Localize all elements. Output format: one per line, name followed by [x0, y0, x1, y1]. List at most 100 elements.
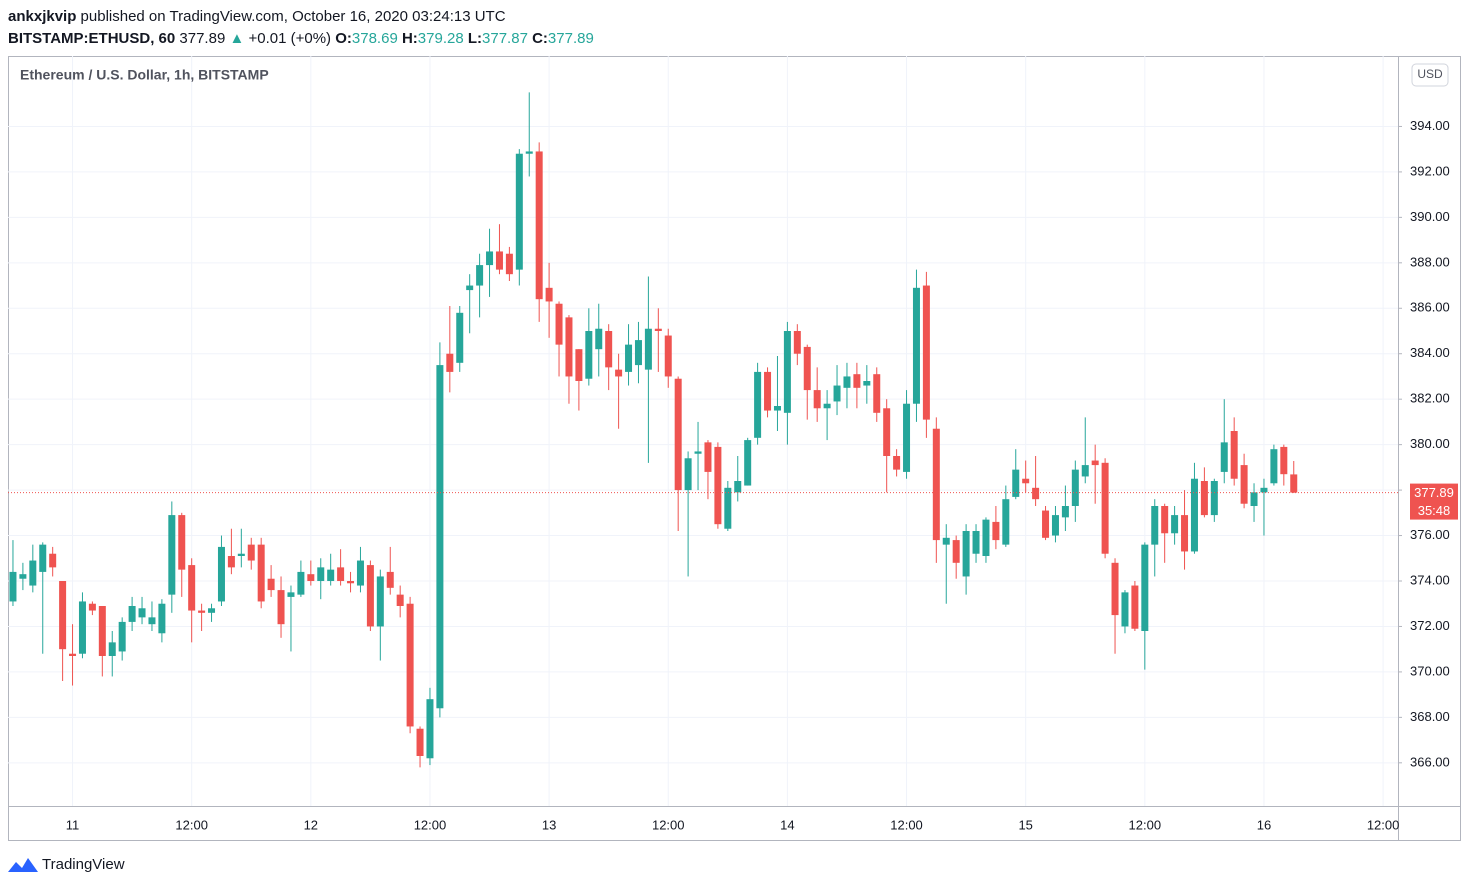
candle-body	[545, 287, 553, 302]
candle-body	[634, 340, 642, 366]
candle-body	[873, 374, 881, 413]
candle-body	[1022, 478, 1030, 484]
candle-body	[39, 544, 47, 572]
candle-body	[1111, 562, 1119, 616]
candle-body	[247, 544, 255, 561]
candle-body	[436, 365, 444, 709]
candle-body	[1101, 462, 1109, 554]
y-tick-label: 374.00	[1410, 572, 1450, 587]
candle-body	[764, 371, 772, 411]
candle-body	[595, 328, 603, 350]
c-label: C:	[532, 30, 548, 47]
candle-body	[942, 537, 950, 545]
candle-body	[1081, 465, 1089, 477]
currency-button[interactable]	[1411, 63, 1449, 87]
frame	[8, 56, 1461, 841]
candle-body	[386, 571, 394, 588]
publish-line: ankxjkvip published on TradingView.com, …	[8, 6, 594, 28]
candle-body	[1071, 469, 1079, 506]
candles	[8, 92, 1398, 768]
candle-body	[69, 653, 77, 656]
candle-body	[138, 608, 146, 618]
candle-body	[406, 603, 414, 727]
candle-body	[1280, 446, 1288, 475]
candle-body	[59, 581, 67, 650]
candle-body	[1061, 506, 1069, 518]
candle-body	[664, 335, 672, 377]
y-tick-label: 394.00	[1410, 118, 1450, 133]
candle-body	[724, 487, 732, 529]
candle-body	[912, 287, 920, 404]
chart-title: Ethereum / U.S. Dollar, 1h, BITSTAMP	[20, 67, 269, 83]
candle-body	[327, 569, 335, 581]
currency[interactable]: USD	[1417, 67, 1443, 81]
x-tick-label: 14	[780, 817, 794, 832]
candle-body	[992, 521, 1000, 541]
header: ankxjkvip published on TradingView.com, …	[8, 6, 594, 50]
candle-body	[128, 606, 136, 622]
y-tick-label: 370.00	[1410, 663, 1450, 678]
candle-body	[773, 406, 781, 411]
countdown: 35:48	[1418, 503, 1451, 518]
candle-body	[476, 265, 484, 286]
candle-body	[654, 328, 662, 331]
candle-body	[49, 553, 57, 568]
candle-body	[466, 285, 474, 291]
candle-body	[585, 331, 593, 379]
x-tick-label: 12:00	[414, 817, 447, 832]
candle-body	[843, 376, 851, 388]
candle-body	[366, 565, 374, 627]
y-tick-label: 382.00	[1410, 391, 1450, 406]
candle-body	[754, 371, 762, 438]
candle-body	[1161, 506, 1169, 534]
candle-body	[853, 374, 861, 388]
candle-body	[605, 331, 613, 368]
candle-body	[565, 317, 573, 377]
candle-body	[416, 728, 424, 756]
x-tick-label: 12	[304, 817, 318, 832]
candle-body	[515, 153, 523, 270]
y-tick-label: 388.00	[1410, 254, 1450, 269]
candle-body	[922, 285, 930, 420]
candle-body	[982, 519, 990, 556]
candle-body	[29, 560, 37, 586]
h-label: H:	[401, 30, 418, 47]
candle-body	[1181, 515, 1189, 552]
x-tick-label: 12:00	[1367, 817, 1400, 832]
logo: TradingView	[8, 856, 125, 873]
author: ankxjkvip	[8, 8, 77, 25]
candle-body	[217, 546, 225, 602]
y-tick-label: 390.00	[1410, 209, 1450, 224]
candle-body	[615, 369, 623, 377]
candle-body	[1042, 510, 1050, 538]
candle-body	[962, 531, 970, 577]
candle-body	[883, 408, 891, 456]
candle-body	[1270, 449, 1278, 484]
candle-body	[456, 312, 464, 363]
x-tick-label: 12:00	[652, 817, 685, 832]
candle-body	[1032, 487, 1040, 500]
candle-body	[337, 567, 345, 581]
candle-body	[267, 578, 275, 591]
candle-body	[208, 608, 216, 613]
x-tick-label: 16	[1257, 817, 1271, 832]
change: +0.01 (+0%)	[248, 30, 332, 47]
candle-body	[1141, 544, 1149, 631]
candle-body	[168, 515, 176, 595]
candle-body	[257, 544, 265, 602]
candle-body	[1051, 515, 1059, 536]
candle-body	[952, 540, 960, 563]
candle-body	[317, 567, 325, 581]
candle-body	[347, 581, 355, 584]
candle-body	[78, 601, 86, 654]
candle-body	[505, 253, 513, 275]
candle-body	[9, 571, 17, 602]
candle-body	[237, 553, 245, 556]
x-tick-label: 12:00	[890, 817, 923, 832]
candle-body	[1121, 592, 1129, 627]
candle-body	[1012, 469, 1020, 497]
candle-body	[972, 531, 980, 554]
l-label: L:	[467, 30, 483, 47]
candle-body	[287, 592, 295, 597]
published: published on TradingView.com, October 16…	[80, 8, 506, 25]
